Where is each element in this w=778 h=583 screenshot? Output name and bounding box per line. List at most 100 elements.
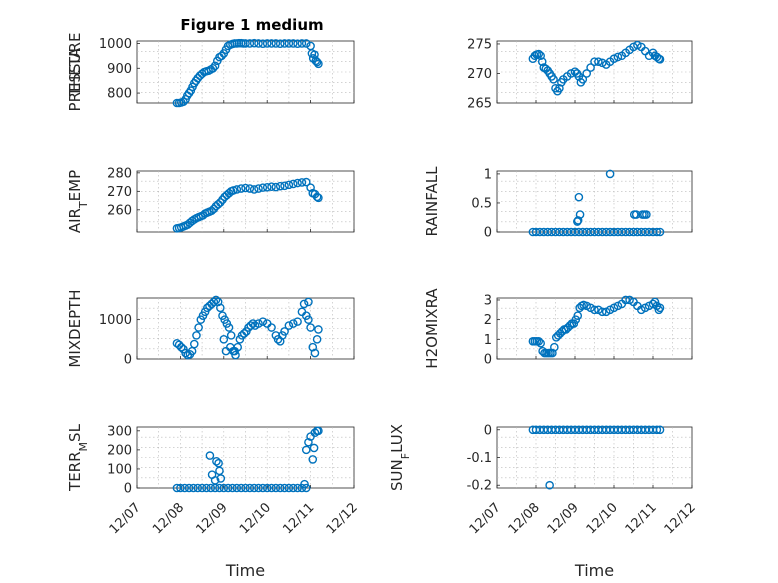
data-point xyxy=(280,39,289,48)
data-point xyxy=(293,178,302,188)
data-point xyxy=(299,299,309,309)
data-point xyxy=(590,305,599,315)
data-series xyxy=(172,177,323,233)
data-point xyxy=(280,181,289,191)
data-point xyxy=(655,55,665,64)
y-tick-label: 0 xyxy=(484,353,492,368)
data-series xyxy=(528,425,665,490)
data-point xyxy=(314,59,323,69)
data-point xyxy=(224,188,234,198)
y-axis-label: PRESSURE xyxy=(66,33,84,112)
figure-title: Figure 1 medium xyxy=(180,16,323,34)
data-point xyxy=(536,338,545,348)
data-point xyxy=(312,192,322,202)
data-point xyxy=(301,39,311,48)
data-point xyxy=(193,73,203,83)
data-point xyxy=(642,210,651,219)
y-tick-label: 280 xyxy=(107,166,132,181)
data-point xyxy=(209,297,219,307)
data-point xyxy=(262,182,272,192)
data-point xyxy=(241,39,250,48)
data-point xyxy=(189,483,198,493)
data-point xyxy=(208,63,218,73)
data-point xyxy=(258,483,268,493)
data-point xyxy=(236,483,246,493)
y-tick-label: 265 xyxy=(467,97,492,112)
data-point xyxy=(312,57,322,67)
data-point xyxy=(232,185,242,194)
data-point xyxy=(280,327,289,336)
data-point xyxy=(534,336,544,346)
y-tick-label: -0.2 xyxy=(467,479,492,494)
y-tick-label: 270 xyxy=(467,67,492,82)
subplot-8: 0 -0.1 -0.2 12/07 12/08 12/09 12/10 12/11 12/12 S… xyxy=(388,423,699,580)
data-point xyxy=(207,206,216,216)
data-point xyxy=(249,483,259,493)
data-point xyxy=(176,342,186,352)
data-point xyxy=(212,457,221,466)
data-point xyxy=(249,38,259,48)
data-point xyxy=(249,185,259,194)
data-point xyxy=(566,69,576,78)
y-tick-label: 1 xyxy=(484,167,492,182)
data-point xyxy=(288,483,298,493)
data-point xyxy=(179,97,188,107)
data-point xyxy=(230,346,239,356)
data-point xyxy=(210,476,220,485)
data-point xyxy=(245,184,255,193)
data-point xyxy=(288,319,298,328)
data-point xyxy=(284,483,294,493)
data-point xyxy=(254,39,263,48)
y-axis-label: RAINFALL xyxy=(423,166,441,237)
data-point xyxy=(198,211,208,220)
data-point xyxy=(536,51,545,61)
data-point xyxy=(297,39,307,48)
y-tick-label: 100 xyxy=(107,462,132,477)
x-tick-label: 12/08 xyxy=(506,500,543,537)
data-point xyxy=(254,319,263,328)
y-tick-label: 2 xyxy=(484,313,492,328)
y-axis-label: SUNFLUX xyxy=(388,424,412,491)
y-tick-label: 900 xyxy=(107,62,132,77)
y-tick-label: 3 xyxy=(484,293,492,308)
data-point xyxy=(609,54,619,64)
data-point xyxy=(271,483,281,493)
y-tick-label: 300 xyxy=(107,424,132,439)
data-point xyxy=(284,180,294,190)
x-tick-label: 12/11 xyxy=(280,500,317,537)
data-point xyxy=(205,451,215,460)
data-point xyxy=(297,178,307,187)
data-point xyxy=(213,199,223,209)
y-axis-label: TERRMSL xyxy=(66,423,90,492)
data-point xyxy=(574,192,584,202)
data-point xyxy=(304,315,313,324)
data-point xyxy=(314,325,323,334)
data-point xyxy=(655,425,665,435)
data-point xyxy=(537,57,547,66)
x-tick-label: 12/10 xyxy=(237,500,274,537)
data-point xyxy=(193,483,203,493)
y-axis-label: MIXDEPTH xyxy=(66,289,84,367)
data-point xyxy=(275,483,285,493)
data-point xyxy=(226,331,236,340)
data-point xyxy=(306,323,315,332)
data-point xyxy=(301,445,311,455)
data-point xyxy=(275,39,285,49)
data-point xyxy=(598,58,607,68)
data-point xyxy=(306,183,315,192)
y-tick-label: -0.1 xyxy=(467,451,492,466)
y-tick-label: 0 xyxy=(124,482,132,497)
data-point xyxy=(219,335,229,344)
data-point xyxy=(304,437,313,447)
y-tick-label: 800 xyxy=(107,87,132,102)
data-point xyxy=(215,483,224,493)
data-point xyxy=(187,216,197,226)
data-point xyxy=(232,483,242,493)
data-point xyxy=(652,425,662,435)
y-tick-label: 0 xyxy=(484,226,492,241)
data-point xyxy=(304,297,313,307)
y-tick-label: 270 xyxy=(107,185,132,200)
y-tick-label: 0.5 xyxy=(471,196,492,211)
data-point xyxy=(258,183,268,192)
